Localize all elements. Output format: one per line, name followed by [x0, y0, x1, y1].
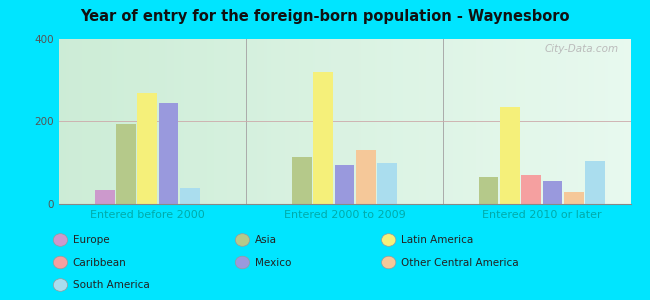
Text: Other Central America: Other Central America [401, 257, 519, 268]
Bar [564, 193, 584, 204]
Text: Asia: Asia [255, 235, 277, 245]
Bar [95, 190, 114, 204]
Text: City-Data.com: City-Data.com [545, 44, 619, 54]
Text: Latin America: Latin America [401, 235, 473, 245]
Text: Europe: Europe [73, 235, 109, 245]
Bar [585, 161, 605, 204]
Bar [500, 107, 519, 204]
Bar [335, 165, 354, 204]
Bar [116, 124, 136, 204]
Bar [159, 103, 178, 204]
Text: Year of entry for the foreign-born population - Waynesboro: Year of entry for the foreign-born popul… [80, 9, 570, 24]
Bar [543, 181, 562, 204]
Bar [292, 157, 312, 204]
Bar [180, 188, 200, 204]
Bar [137, 93, 157, 204]
Text: Caribbean: Caribbean [73, 257, 127, 268]
Bar [313, 72, 333, 204]
Text: Mexico: Mexico [255, 257, 291, 268]
Bar [521, 175, 541, 204]
Bar [478, 177, 499, 204]
Bar [377, 163, 397, 204]
Bar [356, 150, 376, 204]
Text: South America: South America [73, 280, 150, 290]
